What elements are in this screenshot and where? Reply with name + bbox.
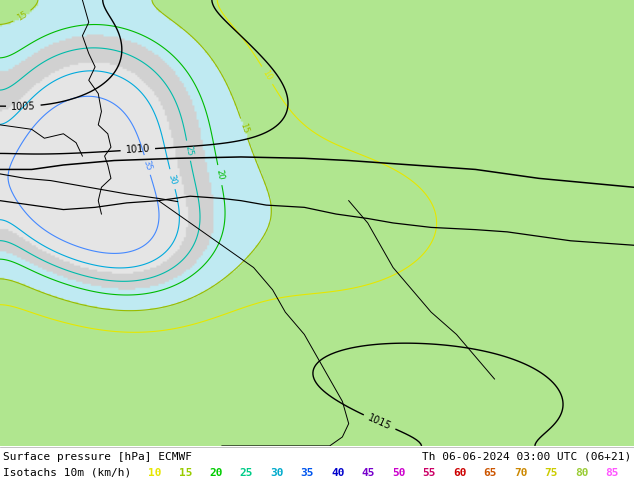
Text: 75: 75 [545, 468, 558, 478]
Text: 35: 35 [301, 468, 314, 478]
Text: 15: 15 [238, 122, 250, 135]
Text: 1015: 1015 [366, 413, 393, 432]
Text: 45: 45 [361, 468, 375, 478]
Text: 30: 30 [167, 173, 178, 185]
Text: 65: 65 [484, 468, 497, 478]
Text: 10: 10 [148, 468, 162, 478]
Text: Th 06-06-2024 03:00 UTC (06+21): Th 06-06-2024 03:00 UTC (06+21) [422, 452, 631, 462]
Text: 60: 60 [453, 468, 467, 478]
Text: 80: 80 [575, 468, 588, 478]
Text: 20: 20 [209, 468, 223, 478]
Text: 70: 70 [514, 468, 527, 478]
Text: 55: 55 [422, 468, 436, 478]
Text: 15: 15 [15, 10, 29, 23]
Text: 15: 15 [179, 468, 192, 478]
Text: 30: 30 [270, 468, 283, 478]
Text: 40: 40 [331, 468, 344, 478]
Text: 50: 50 [392, 468, 406, 478]
Text: Surface pressure [hPa] ECMWF: Surface pressure [hPa] ECMWF [3, 452, 192, 462]
Text: Isotachs 10m (km/h): Isotachs 10m (km/h) [3, 468, 131, 478]
Text: 25: 25 [183, 145, 194, 157]
Text: 20: 20 [214, 169, 225, 181]
Text: 1005: 1005 [11, 101, 36, 112]
Text: 85: 85 [605, 468, 619, 478]
Text: 35: 35 [141, 159, 153, 171]
Text: 1010: 1010 [126, 144, 150, 155]
Text: 10: 10 [261, 69, 274, 82]
Text: 25: 25 [240, 468, 253, 478]
